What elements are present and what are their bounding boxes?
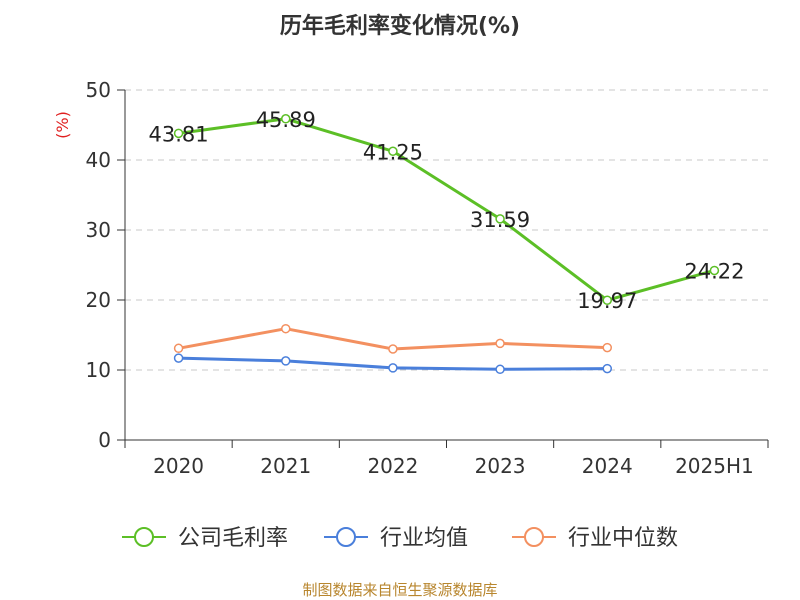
grid-lines — [125, 89, 768, 371]
series-line-0 — [178, 117, 715, 302]
data-point[interactable] — [388, 363, 398, 373]
data-point[interactable] — [495, 338, 505, 349]
data-point[interactable] — [495, 214, 505, 224]
y-tick-label: 10 — [86, 358, 111, 382]
x-tick-label: 2025H1 — [675, 454, 754, 478]
data-point[interactable] — [602, 295, 612, 305]
data-point[interactable] — [281, 114, 291, 124]
legend-marker — [134, 527, 154, 547]
data-label: 24.22 — [684, 259, 744, 283]
data-point[interactable] — [173, 128, 184, 139]
data-point[interactable] — [173, 343, 184, 354]
legend-item-2[interactable]: 行业中位数 — [512, 526, 678, 551]
data-label: 31.59 — [470, 208, 530, 232]
data-label: 43.81 — [149, 122, 209, 146]
series-group: 43.81 45.89 41.25 31.59 19.97 24.22 — [149, 108, 744, 375]
legend-item-1[interactable]: 行业均值 — [324, 526, 468, 551]
legend-marker — [524, 527, 544, 547]
data-point[interactable] — [602, 342, 612, 353]
x-tick-label: 2022 — [367, 454, 418, 478]
data-point[interactable] — [281, 356, 291, 366]
legend-item-0[interactable]: 公司毛利率 — [122, 526, 288, 551]
data-label: 41.25 — [363, 140, 423, 164]
data-point[interactable] — [495, 364, 505, 375]
data-point[interactable] — [602, 363, 612, 374]
data-label: 19.97 — [577, 289, 637, 313]
x-tick-label: 2024 — [582, 454, 633, 478]
legend-marker — [336, 527, 356, 547]
data-point[interactable] — [388, 344, 398, 354]
legend-label: 行业中位数 — [568, 526, 678, 551]
y-tick-label: 30 — [86, 218, 111, 242]
chart-title: 历年毛利率变化情况(%) — [280, 13, 520, 39]
y-axis-unit: (%) — [53, 111, 72, 139]
x-tick-label: 2023 — [475, 454, 526, 478]
data-point[interactable] — [173, 353, 184, 363]
y-tick-label: 0 — [98, 428, 111, 452]
source-note: 制图数据来自恒生聚源数据库 — [302, 581, 497, 599]
legend-label: 公司毛利率 — [178, 526, 288, 551]
y-tick-label: 50 — [86, 78, 111, 102]
data-point[interactable] — [281, 323, 291, 334]
data-label: 45.89 — [256, 108, 316, 132]
x-tick-label: 2021 — [260, 454, 311, 478]
y-tick-label: 20 — [86, 288, 111, 312]
legend[interactable]: 公司毛利率 行业均值 行业中位数 — [122, 526, 678, 551]
axes: 0 10 20 30 40 50 2020 2021 2022 2023 2024 2025H1 — [86, 78, 769, 478]
data-point[interactable] — [709, 265, 720, 276]
legend-label: 行业均值 — [380, 526, 468, 551]
data-point[interactable] — [388, 146, 398, 156]
x-tick-label: 2020 — [153, 454, 204, 478]
y-tick-label: 40 — [86, 148, 111, 172]
